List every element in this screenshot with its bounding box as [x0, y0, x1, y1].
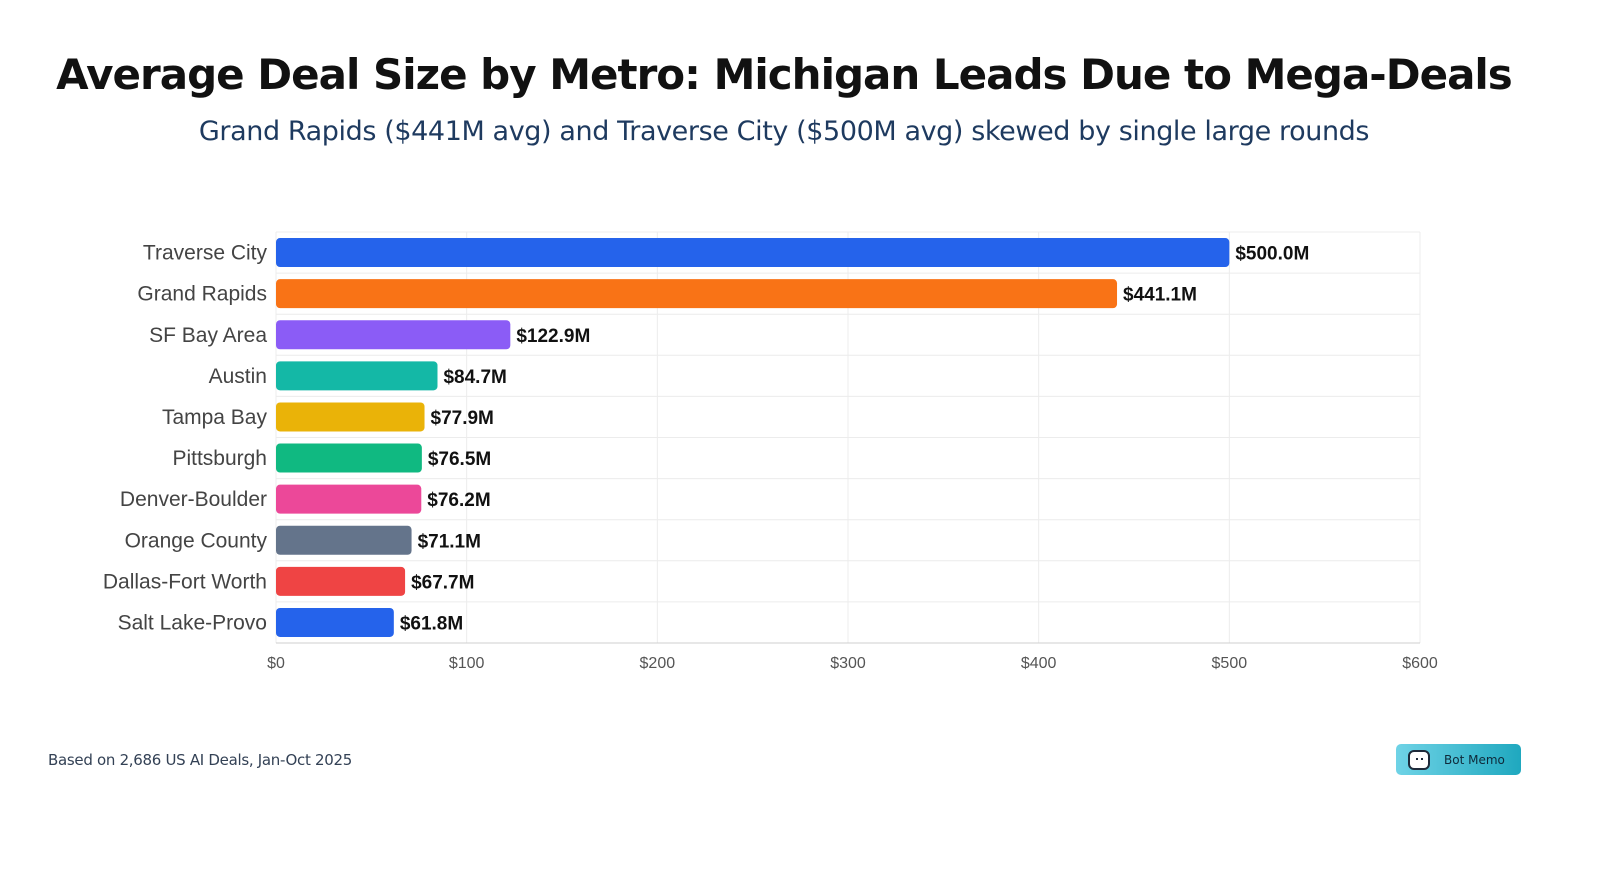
y-category-label: Traverse City: [143, 242, 268, 265]
y-category-label: Tampa Bay: [162, 406, 268, 429]
data-label: $77.9M: [431, 408, 494, 429]
data-label: $67.7M: [411, 572, 474, 593]
data-label: $76.2M: [427, 490, 490, 511]
bar-chart: $0 $100 $200 $300 $400 $500 $600 Traverse City $…: [103, 231, 1438, 672]
x-tick-label: $100: [449, 655, 485, 672]
data-label: $441.1M: [1123, 285, 1197, 306]
bar: [276, 238, 1230, 268]
y-category-label: SF Bay Area: [149, 324, 267, 347]
bar: [276, 402, 425, 432]
y-category-label: Orange County: [125, 529, 268, 552]
data-label: $71.1M: [418, 531, 481, 552]
x-tick-label: $300: [830, 655, 866, 672]
x-tick-label: $0: [267, 655, 285, 672]
bar: [276, 320, 511, 350]
x-tick-label: $200: [640, 655, 676, 672]
x-tick-label: $600: [1402, 655, 1438, 672]
y-category-label: Austin: [209, 365, 267, 388]
source-note: Based on 2,686 US AI Deals, Jan-Oct 2025: [48, 751, 353, 769]
bar: [276, 607, 394, 637]
bar: [276, 443, 422, 473]
bar: [276, 279, 1118, 309]
chart-title: Average Deal Size by Metro: Michigan Lea…: [56, 50, 1513, 99]
data-label: $84.7M: [443, 367, 506, 388]
data-label: $122.9M: [516, 326, 590, 347]
bot-memo-logo: Bot Memo: [1396, 744, 1521, 775]
bar: [276, 484, 422, 514]
y-category-label: Dallas-Fort Worth: [103, 570, 267, 593]
x-tick-label: $500: [1212, 655, 1248, 672]
data-label: $76.5M: [428, 449, 491, 470]
y-category-label: Denver-Boulder: [120, 488, 267, 511]
y-category-label: Salt Lake-Provo: [118, 611, 267, 634]
data-label: $500.0M: [1235, 244, 1309, 265]
bar: [276, 525, 412, 555]
logo-text: Bot Memo: [1444, 752, 1505, 767]
data-label: $61.8M: [400, 613, 463, 634]
bar: [276, 361, 438, 391]
y-category-label: Grand Rapids: [137, 283, 267, 306]
bar: [276, 566, 406, 596]
chart-subtitle: Grand Rapids ($441M avg) and Traverse Ci…: [198, 116, 1370, 147]
robot-icon: [1408, 749, 1430, 770]
x-tick-label: $400: [1021, 655, 1057, 672]
y-category-label: Pittsburgh: [172, 447, 267, 470]
